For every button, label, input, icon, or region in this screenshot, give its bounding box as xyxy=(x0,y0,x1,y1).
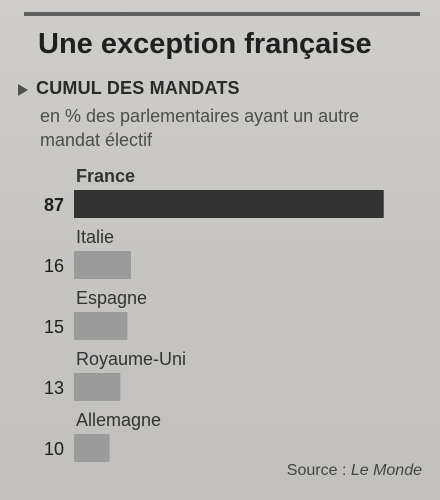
bar xyxy=(74,190,384,218)
country-label: France xyxy=(76,166,135,186)
value-label: 10 xyxy=(44,439,64,459)
triangle-icon xyxy=(18,83,28,96)
country-label: Espagne xyxy=(76,288,147,308)
bar xyxy=(74,373,121,401)
value-label: 16 xyxy=(44,256,64,276)
value-label: 87 xyxy=(44,195,64,215)
bar xyxy=(74,312,128,340)
bar xyxy=(74,251,131,279)
country-label: Italie xyxy=(76,227,114,247)
source-note: Source : Le Monde xyxy=(287,462,422,480)
country-label: Royaume-Uni xyxy=(76,349,186,369)
value-label: 13 xyxy=(44,378,64,398)
section-title: CUMUL DES MANDATS xyxy=(36,78,240,98)
bar xyxy=(74,434,110,462)
chart-subtitle: en % des parlementaires ayant un autre m… xyxy=(40,106,360,150)
value-label: 15 xyxy=(44,317,64,337)
source-name: Le Monde xyxy=(350,462,422,479)
bar-chart: France 87 Italie 16 Espagne 15 Royaume-Uni 13 Al… xyxy=(44,166,384,462)
top-rule xyxy=(24,12,420,16)
country-label: Allemagne xyxy=(76,410,161,430)
section-header: CUMUL DES MANDATS xyxy=(18,78,240,99)
page-title: Une exception française xyxy=(38,28,372,60)
source-prefix: Source : xyxy=(286,462,351,479)
chart-area: France 87 Italie 16 Espagne 15 Royaume-Uni 13 Al… xyxy=(22,165,424,485)
